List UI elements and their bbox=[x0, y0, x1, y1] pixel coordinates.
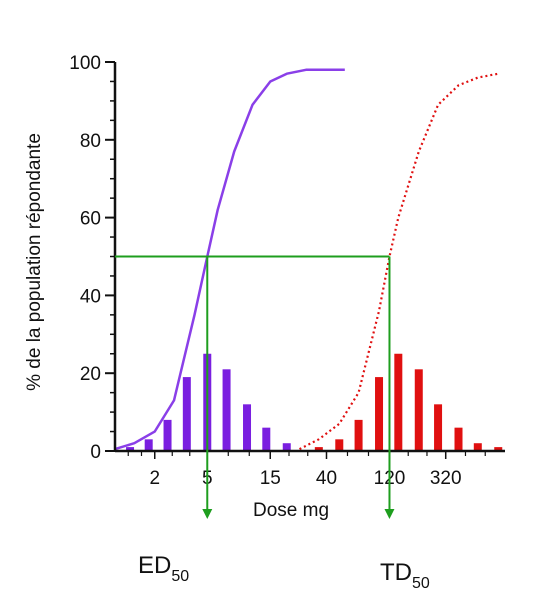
ed50-label: ED50 bbox=[138, 552, 189, 585]
x-tick-label-2: 15 bbox=[260, 468, 281, 489]
x-tick-label-0: 2 bbox=[149, 468, 160, 489]
bar-series-0-7 bbox=[262, 427, 271, 451]
bar-series-2-3 bbox=[375, 377, 384, 451]
ed50-label-sub: 50 bbox=[171, 568, 189, 585]
bar-series-2-6 bbox=[434, 404, 443, 451]
bars-layer bbox=[126, 353, 503, 451]
axes-layer: 020406080100251540120320 bbox=[69, 53, 505, 489]
bar-series-2-8 bbox=[473, 443, 482, 451]
bar-series-0-1 bbox=[144, 439, 153, 451]
y-axis-title: % de la population répondante bbox=[24, 133, 45, 391]
y-tick-label-1: 20 bbox=[80, 364, 101, 385]
bar-series-2-2 bbox=[354, 419, 363, 451]
bar-series-2-7 bbox=[454, 427, 463, 451]
bar-series-2-0 bbox=[314, 447, 323, 451]
td50-label-sub: 50 bbox=[412, 575, 430, 592]
bar-series-0-8 bbox=[282, 443, 291, 451]
td50-label-main: TD bbox=[380, 559, 412, 586]
curve-series-1 bbox=[114, 68, 345, 451]
curves-layer bbox=[114, 68, 499, 451]
bar-series-2-4 bbox=[394, 353, 403, 451]
y-tick-label-5: 100 bbox=[69, 53, 101, 74]
y-tick-label-3: 60 bbox=[80, 209, 101, 230]
x-tick-label-5: 320 bbox=[430, 468, 462, 489]
threshold-guides bbox=[115, 255, 395, 519]
bar-series-0-3 bbox=[182, 377, 191, 451]
bar-series-2-5 bbox=[414, 369, 423, 451]
ed50-label-main: ED bbox=[138, 552, 171, 579]
y-tick-label-2: 40 bbox=[80, 286, 101, 307]
ed50-arrowhead bbox=[202, 509, 213, 519]
bar-series-2-1 bbox=[335, 439, 344, 451]
td50-label: TD50 bbox=[380, 559, 430, 592]
bar-series-2-9 bbox=[494, 447, 503, 451]
y-tick-label-4: 80 bbox=[80, 131, 101, 152]
td50-arrowhead bbox=[384, 509, 395, 519]
bar-series-0-5 bbox=[222, 369, 231, 451]
bar-series-0-6 bbox=[243, 404, 252, 451]
y-tick-label-0: 0 bbox=[90, 442, 101, 463]
bar-series-0-0 bbox=[126, 447, 135, 451]
bar-series-0-2 bbox=[163, 419, 172, 451]
x-axis-title: Dose mg bbox=[253, 500, 329, 521]
x-tick-label-3: 40 bbox=[316, 468, 337, 489]
